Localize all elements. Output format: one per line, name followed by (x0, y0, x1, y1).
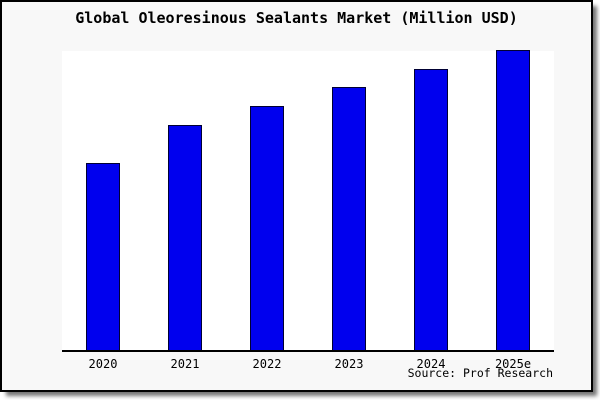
source-label: Source: Prof Research (407, 366, 553, 380)
bar-2025e (496, 50, 530, 350)
bar-2021 (168, 125, 202, 350)
bar-2020 (86, 163, 120, 350)
x-tick-label-2021: 2021 (170, 357, 200, 371)
chart-title: Global Oleoresinous Sealants Market (Mil… (75, 9, 518, 27)
bar-2024 (414, 69, 448, 350)
x-tick-label-2022: 2022 (252, 357, 282, 371)
x-tick-label-2023: 2023 (334, 357, 364, 371)
x-tick-label-2025e: 2025e (494, 357, 532, 371)
plot-area (62, 50, 554, 350)
bar-2023 (332, 87, 366, 350)
x-tick-label-2020: 2020 (88, 357, 118, 371)
x-axis-line (62, 350, 554, 352)
chart-frame: Global Oleoresinous Sealants Market (Mil… (0, 0, 593, 392)
x-tick-label-2024: 2024 (416, 357, 446, 371)
bar-2022 (250, 106, 284, 350)
